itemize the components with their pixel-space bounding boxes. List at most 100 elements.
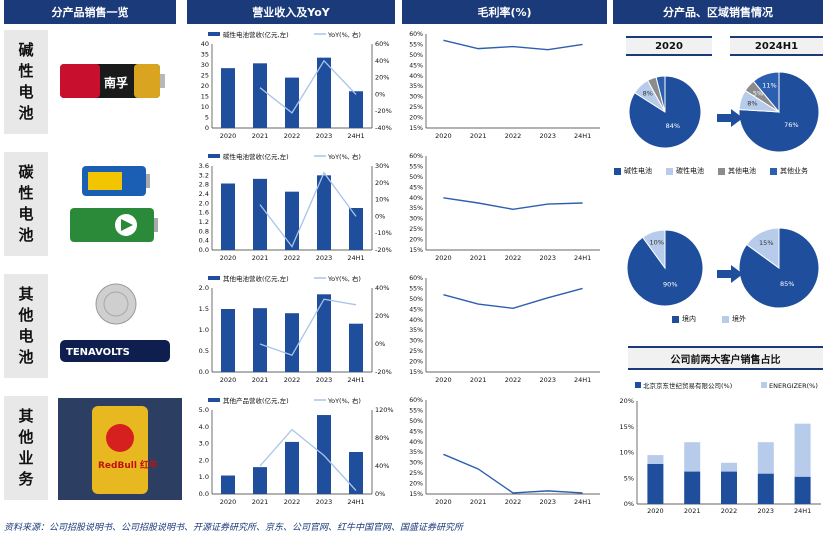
legend-yoy: YoY(%, 右) [327, 396, 361, 405]
y2-tick-label: -20% [375, 368, 392, 376]
y-tick-label: 3.2 [199, 171, 209, 179]
pie-value-label: 8% [747, 99, 757, 107]
pie-value-label: 10% [650, 239, 664, 247]
yoy-line [259, 428, 357, 491]
y-tick-label: 1.0 [199, 326, 209, 334]
x-tick-label: 24H1 [574, 376, 591, 384]
y2-tick-label: 60% [375, 40, 389, 48]
x-tick-label: 2022 [284, 132, 301, 140]
y-tick-label: 45% [409, 62, 423, 69]
y-tick-label: 40% [409, 439, 423, 446]
revenue-bar [285, 441, 299, 494]
yoy-line [259, 298, 357, 356]
y-tick-label: 25% [409, 226, 423, 233]
y2-tick-label: -40% [375, 124, 392, 132]
x-tick-label: 24H1 [347, 132, 364, 140]
y-tick-label: 0.8 [199, 227, 209, 235]
revenue-bar [253, 467, 267, 494]
y-tick-label: 15% [409, 491, 423, 498]
carbon-revenue-chart: 碳性电池营收(亿元,左) YoY(%, 右)0.00.40.81.21.62.02… [199, 152, 392, 262]
y-tick-label: 0.4 [199, 237, 209, 245]
y-tick-label: 20% [409, 481, 423, 488]
x-tick-label: 24H1 [574, 254, 591, 262]
revenue-bar [285, 77, 299, 128]
nanfu-brand-text: 南孚 [104, 75, 128, 90]
y-tick-label: 60% [409, 31, 423, 38]
legend-jd: 北京京东世纪贸易有限公司(%) [643, 381, 732, 390]
other-battery-margin-chart: 15% 20% 25% 30% 35% 40% 45% 50% 55% 60% 2020 2021 20… [409, 275, 600, 384]
other-business-revenue-chart: 其他产品营收(亿元,左) YoY(%, 右) 0.0 1.0 2.0 3.0 4.0 5.0 0… [199, 396, 394, 506]
y-tick-label: 50% [409, 174, 423, 181]
y-tick-label: 55% [409, 407, 423, 414]
row-label-other-business: 其他业务 [4, 396, 48, 500]
legend-swatch-carbon [666, 167, 673, 175]
y-tick-label: 35% [409, 205, 423, 212]
y-tick-label: 35% [409, 327, 423, 334]
redbull-can-image: RedBull 红牛 [58, 398, 182, 500]
x-tick-label: 2023 [540, 254, 557, 262]
yoy-line [259, 59, 357, 114]
margin-line [443, 287, 583, 310]
redbull-brand-text: RedBull 红牛 [98, 459, 158, 471]
tenavolts-brand-text: TENAVOLTS [66, 347, 130, 358]
revenue-bar [349, 323, 363, 372]
x-tick-label: 2022 [284, 254, 301, 262]
y2-tick-label: 40% [375, 57, 389, 65]
x-tick-label: 2021 [470, 376, 487, 384]
jd-bar [684, 471, 701, 504]
y-tick-label: 30% [409, 460, 423, 467]
legend-swatch-alkaline [614, 167, 621, 175]
x-tick-label: 2023 [758, 507, 775, 515]
y-tick-label: 1.0 [199, 473, 209, 481]
legend-swatch-domestic [672, 315, 679, 323]
other-battery-image: TENAVOLTS [60, 283, 170, 362]
y-tick-label: 60% [409, 275, 423, 282]
y-tick-label: 2.0 [199, 456, 209, 464]
legend-swatch-jd [635, 382, 641, 388]
x-tick-label: 2023 [316, 376, 333, 384]
alkaline-revenue-chart: 碱性电池营收(亿元,左) YoY(%, 右) 0 5 10 15 20 25 30 35 40 -40… [201, 30, 392, 140]
x-tick-label: 2020 [220, 498, 237, 506]
y-tick-label: 60% [409, 397, 423, 404]
y-tick-label: 0% [624, 500, 634, 508]
energizer-bar [684, 442, 701, 472]
x-tick-label: 24H1 [347, 498, 364, 506]
margin-line [443, 453, 583, 494]
y-tick-label: 2.8 [199, 181, 209, 189]
y-tick-label: 15% [409, 247, 423, 254]
pie-slice [655, 75, 666, 113]
legend-swatch-revenue [208, 32, 220, 36]
y2-tick-label: 20% [375, 312, 389, 320]
x-tick-label: 2023 [316, 132, 333, 140]
x-tick-label: 2021 [252, 498, 269, 506]
pie-value-label: 90% [663, 280, 677, 288]
y2-tick-label: 20% [375, 179, 389, 187]
y2-tick-label: -20% [375, 246, 392, 254]
y-tick-label: 20% [409, 359, 423, 366]
y-tick-label: 1.2 [199, 218, 209, 226]
x-tick-label: 2020 [435, 498, 452, 506]
y-tick-label: 30% [409, 94, 423, 101]
x-tick-label: 24H1 [347, 376, 364, 384]
legend-revenue: 其他产品营收(亿元,左) [223, 396, 289, 405]
y2-tick-label: 0% [375, 340, 385, 348]
revenue-bar [317, 415, 331, 494]
pie-value-label: 5% [753, 89, 763, 97]
x-tick-label: 2021 [252, 376, 269, 384]
y-tick-label: 35% [409, 83, 423, 90]
y-tick-label: 0 [205, 124, 209, 132]
y-tick-label: 55% [409, 285, 423, 292]
legend-revenue: 其他电池营收(亿元,左) [223, 274, 289, 283]
margin-line [443, 39, 583, 51]
arrow-icon [717, 265, 743, 283]
x-tick-label: 24H1 [574, 498, 591, 506]
y-tick-label: 20% [620, 397, 634, 405]
header-products: 分产品销售一览 [4, 0, 176, 24]
y-tick-label: 20 [201, 82, 209, 90]
x-tick-label: 24H1 [347, 254, 364, 262]
y-tick-label: 1.6 [199, 209, 209, 217]
y-tick-label: 55% [409, 163, 423, 170]
x-tick-label: 2021 [470, 132, 487, 140]
y-tick-label: 25% [409, 470, 423, 477]
x-tick-label: 2022 [505, 132, 522, 140]
